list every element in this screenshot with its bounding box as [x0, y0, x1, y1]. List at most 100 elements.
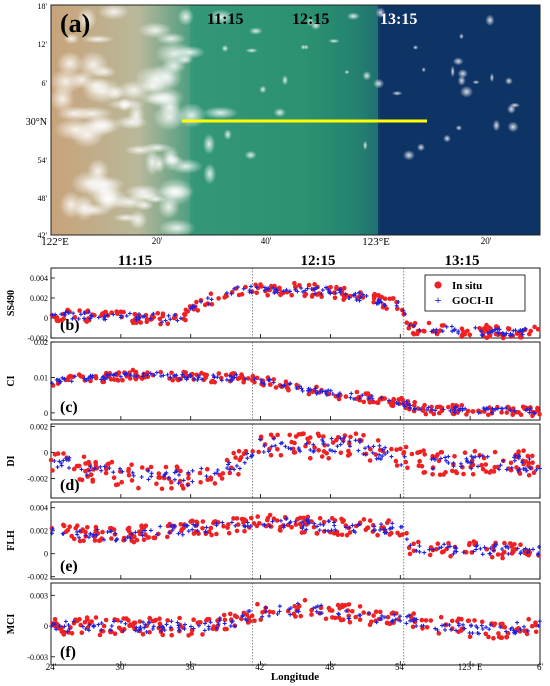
- insitu-point: [347, 530, 353, 535]
- goci-point: [480, 627, 485, 631]
- goci-point: [87, 468, 92, 473]
- insitu-point: [92, 538, 98, 543]
- map-lon-ticks: 122°E 20' 40' 123°E 20': [41, 236, 492, 248]
- goci-point: [206, 302, 211, 307]
- insitu-point: [179, 527, 185, 532]
- goci-point: [405, 402, 410, 407]
- goci-point: [453, 405, 457, 410]
- insitu-point: [137, 619, 143, 624]
- insitu-point: [486, 412, 491, 418]
- goci-point: [344, 608, 349, 613]
- insitu-point: [306, 391, 312, 397]
- goci-point: [288, 519, 293, 524]
- insitu-point: [246, 615, 252, 621]
- goci-point: [396, 300, 401, 304]
- goci-point: [430, 407, 434, 412]
- goci-point: [304, 441, 309, 446]
- goci-point: [188, 306, 193, 311]
- insitu-point: [115, 311, 120, 317]
- goci-point: [350, 523, 355, 528]
- goci-point: [88, 464, 93, 469]
- goci-point: [300, 520, 304, 525]
- cloud-patch: [281, 75, 289, 86]
- goci-point: [61, 458, 66, 463]
- insitu-point: [206, 529, 212, 534]
- insitu-point: [236, 472, 241, 477]
- goci-point: [306, 519, 311, 524]
- insitu-point: [143, 523, 149, 528]
- goci-point: [293, 519, 298, 524]
- goci-point: [516, 468, 521, 473]
- goci-point: [454, 628, 458, 633]
- insitu-point: [284, 289, 290, 295]
- goci-point: [306, 388, 311, 393]
- insitu-point: [241, 517, 247, 522]
- insitu-point: [141, 537, 147, 543]
- goci-point: [157, 624, 162, 629]
- insitu-point: [224, 626, 229, 632]
- goci-point: [89, 313, 94, 318]
- insitu-point: [405, 465, 410, 471]
- insitu-point: [119, 479, 124, 485]
- goci-point: [118, 466, 122, 471]
- goci-point: [512, 458, 517, 463]
- goci-point: [294, 386, 299, 390]
- goci-point: [77, 529, 82, 533]
- legend-box: [424, 274, 526, 312]
- goci-point: [475, 625, 480, 630]
- lat-tick: 6': [42, 79, 48, 88]
- goci-point: [181, 478, 186, 483]
- goci-point: [483, 407, 488, 412]
- goci-point: [176, 531, 181, 536]
- goci-point: [176, 623, 181, 628]
- insitu-point: [454, 470, 460, 476]
- goci-point: [260, 614, 265, 619]
- goci-point: [401, 308, 406, 313]
- goci-point: [528, 466, 533, 471]
- insitu-point: [479, 619, 485, 625]
- goci-point: [172, 313, 177, 318]
- insitu-point: [249, 613, 255, 619]
- goci-point: [412, 323, 417, 328]
- goci-point: [243, 376, 248, 381]
- insitu-point: [65, 527, 71, 533]
- goci-point: [88, 531, 93, 536]
- goci-point: [262, 382, 267, 386]
- goci-point: [206, 627, 211, 631]
- goci-point: [495, 406, 500, 411]
- lon-tick: 20': [152, 236, 163, 246]
- goci-point: [63, 313, 68, 317]
- goci-point: [227, 460, 232, 465]
- goci-point: [273, 443, 278, 448]
- goci-point: [370, 450, 375, 455]
- goci-point: [134, 625, 139, 630]
- insitu-point: [118, 469, 123, 474]
- goci-point: [433, 408, 438, 413]
- goci-point: [105, 313, 110, 318]
- goci-point: [487, 551, 492, 556]
- insitu-point: [90, 477, 95, 483]
- insitu-point: [411, 541, 417, 547]
- goci-point: [261, 450, 266, 454]
- insitu-point: [93, 375, 99, 381]
- goci-point: [88, 373, 93, 378]
- insitu-point: [278, 528, 283, 533]
- insitu-point: [459, 403, 465, 408]
- insitu-point: [535, 327, 541, 332]
- goci-point: [204, 474, 209, 479]
- insitu-point: [357, 617, 363, 622]
- lat-tick: 30°N: [26, 117, 47, 128]
- goci-point: [111, 312, 116, 317]
- goci-point: [105, 530, 110, 534]
- goci-point: [146, 468, 151, 473]
- goci-point: [72, 374, 77, 379]
- cloud-patch: [208, 9, 234, 25]
- goci-point: [266, 286, 271, 291]
- goci-point: [444, 458, 449, 463]
- goci-point: [195, 528, 200, 533]
- goci-point: [295, 609, 299, 613]
- transect-plots: 0.0040.0020-0.002SS490(b)0.020.010CI(c)0…: [6, 267, 542, 666]
- insitu-point: [500, 555, 505, 561]
- goci-point: [114, 371, 118, 376]
- goci-point: [244, 618, 249, 623]
